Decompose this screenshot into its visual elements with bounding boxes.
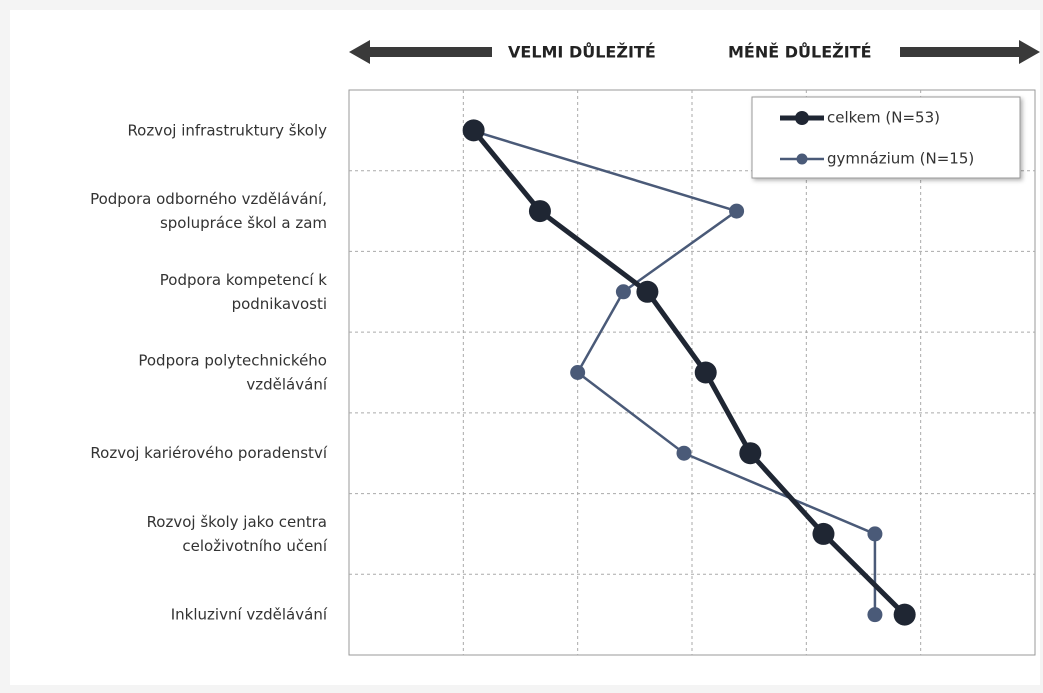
- y-tick-label: Rozvoj infrastruktury školy: [127, 121, 327, 139]
- y-tick-label: Rozvoj kariérového poradenství: [90, 444, 327, 462]
- y-tick-label-line: vzdělávání: [246, 375, 327, 393]
- point: [893, 603, 916, 626]
- legend-label: gymnázium (N=15): [827, 150, 974, 168]
- point: [867, 607, 883, 623]
- y-tick-label-line: spolupráce škol a zam: [160, 214, 327, 232]
- y-tick-label: Inkluzivní vzdělávání: [171, 605, 328, 623]
- point: [570, 365, 586, 380]
- y-tick-label-line: Rozvoj školy jako centra: [147, 512, 327, 530]
- y-tick-label-line: celoživotního učení: [182, 536, 327, 554]
- right-arrow: [900, 40, 1040, 64]
- point: [729, 203, 745, 219]
- y-tick-label-line: Podpora polytechnického: [138, 351, 327, 369]
- y-tick-label-line: Podpora odborného vzdělávání,: [90, 190, 327, 208]
- point: [528, 200, 551, 223]
- y-tick-label-line: Podpora kompetencí k: [160, 270, 328, 288]
- y-tick-label-line: Rozvoj infrastruktury školy: [127, 121, 327, 139]
- point: [615, 284, 631, 300]
- header-left: VELMI DŮLEŽITÉ: [508, 43, 656, 62]
- point: [694, 361, 717, 384]
- y-tick-label: Podpora polytechnického vzdělávání: [138, 351, 327, 393]
- left-arrow: [349, 40, 492, 64]
- point: [676, 445, 692, 461]
- y-tick-label: Podpora odborného vzdělávání, spolupráce …: [90, 190, 327, 232]
- point: [636, 280, 659, 303]
- legend-marker: [796, 153, 808, 165]
- point: [812, 522, 835, 545]
- y-tick-label-line: podnikavosti: [232, 294, 327, 312]
- legend-box: [751, 96, 1021, 179]
- header-right: MÉNĚ DŮLEŽITÉ: [728, 43, 872, 62]
- y-tick-label: Podpora kompetencí k podnikavosti: [160, 270, 328, 312]
- legend-label: celkem (N=53): [827, 109, 940, 127]
- point: [739, 442, 762, 465]
- legend-marker: [795, 111, 809, 125]
- y-tick-label: Rozvoj školy jako centra celoživotního uč…: [147, 512, 328, 554]
- point: [462, 119, 485, 142]
- y-tick-label-line: Rozvoj kariérového poradenství: [90, 444, 327, 462]
- point: [867, 526, 883, 542]
- y-tick-label-line: Inkluzivní vzdělávání: [171, 605, 328, 623]
